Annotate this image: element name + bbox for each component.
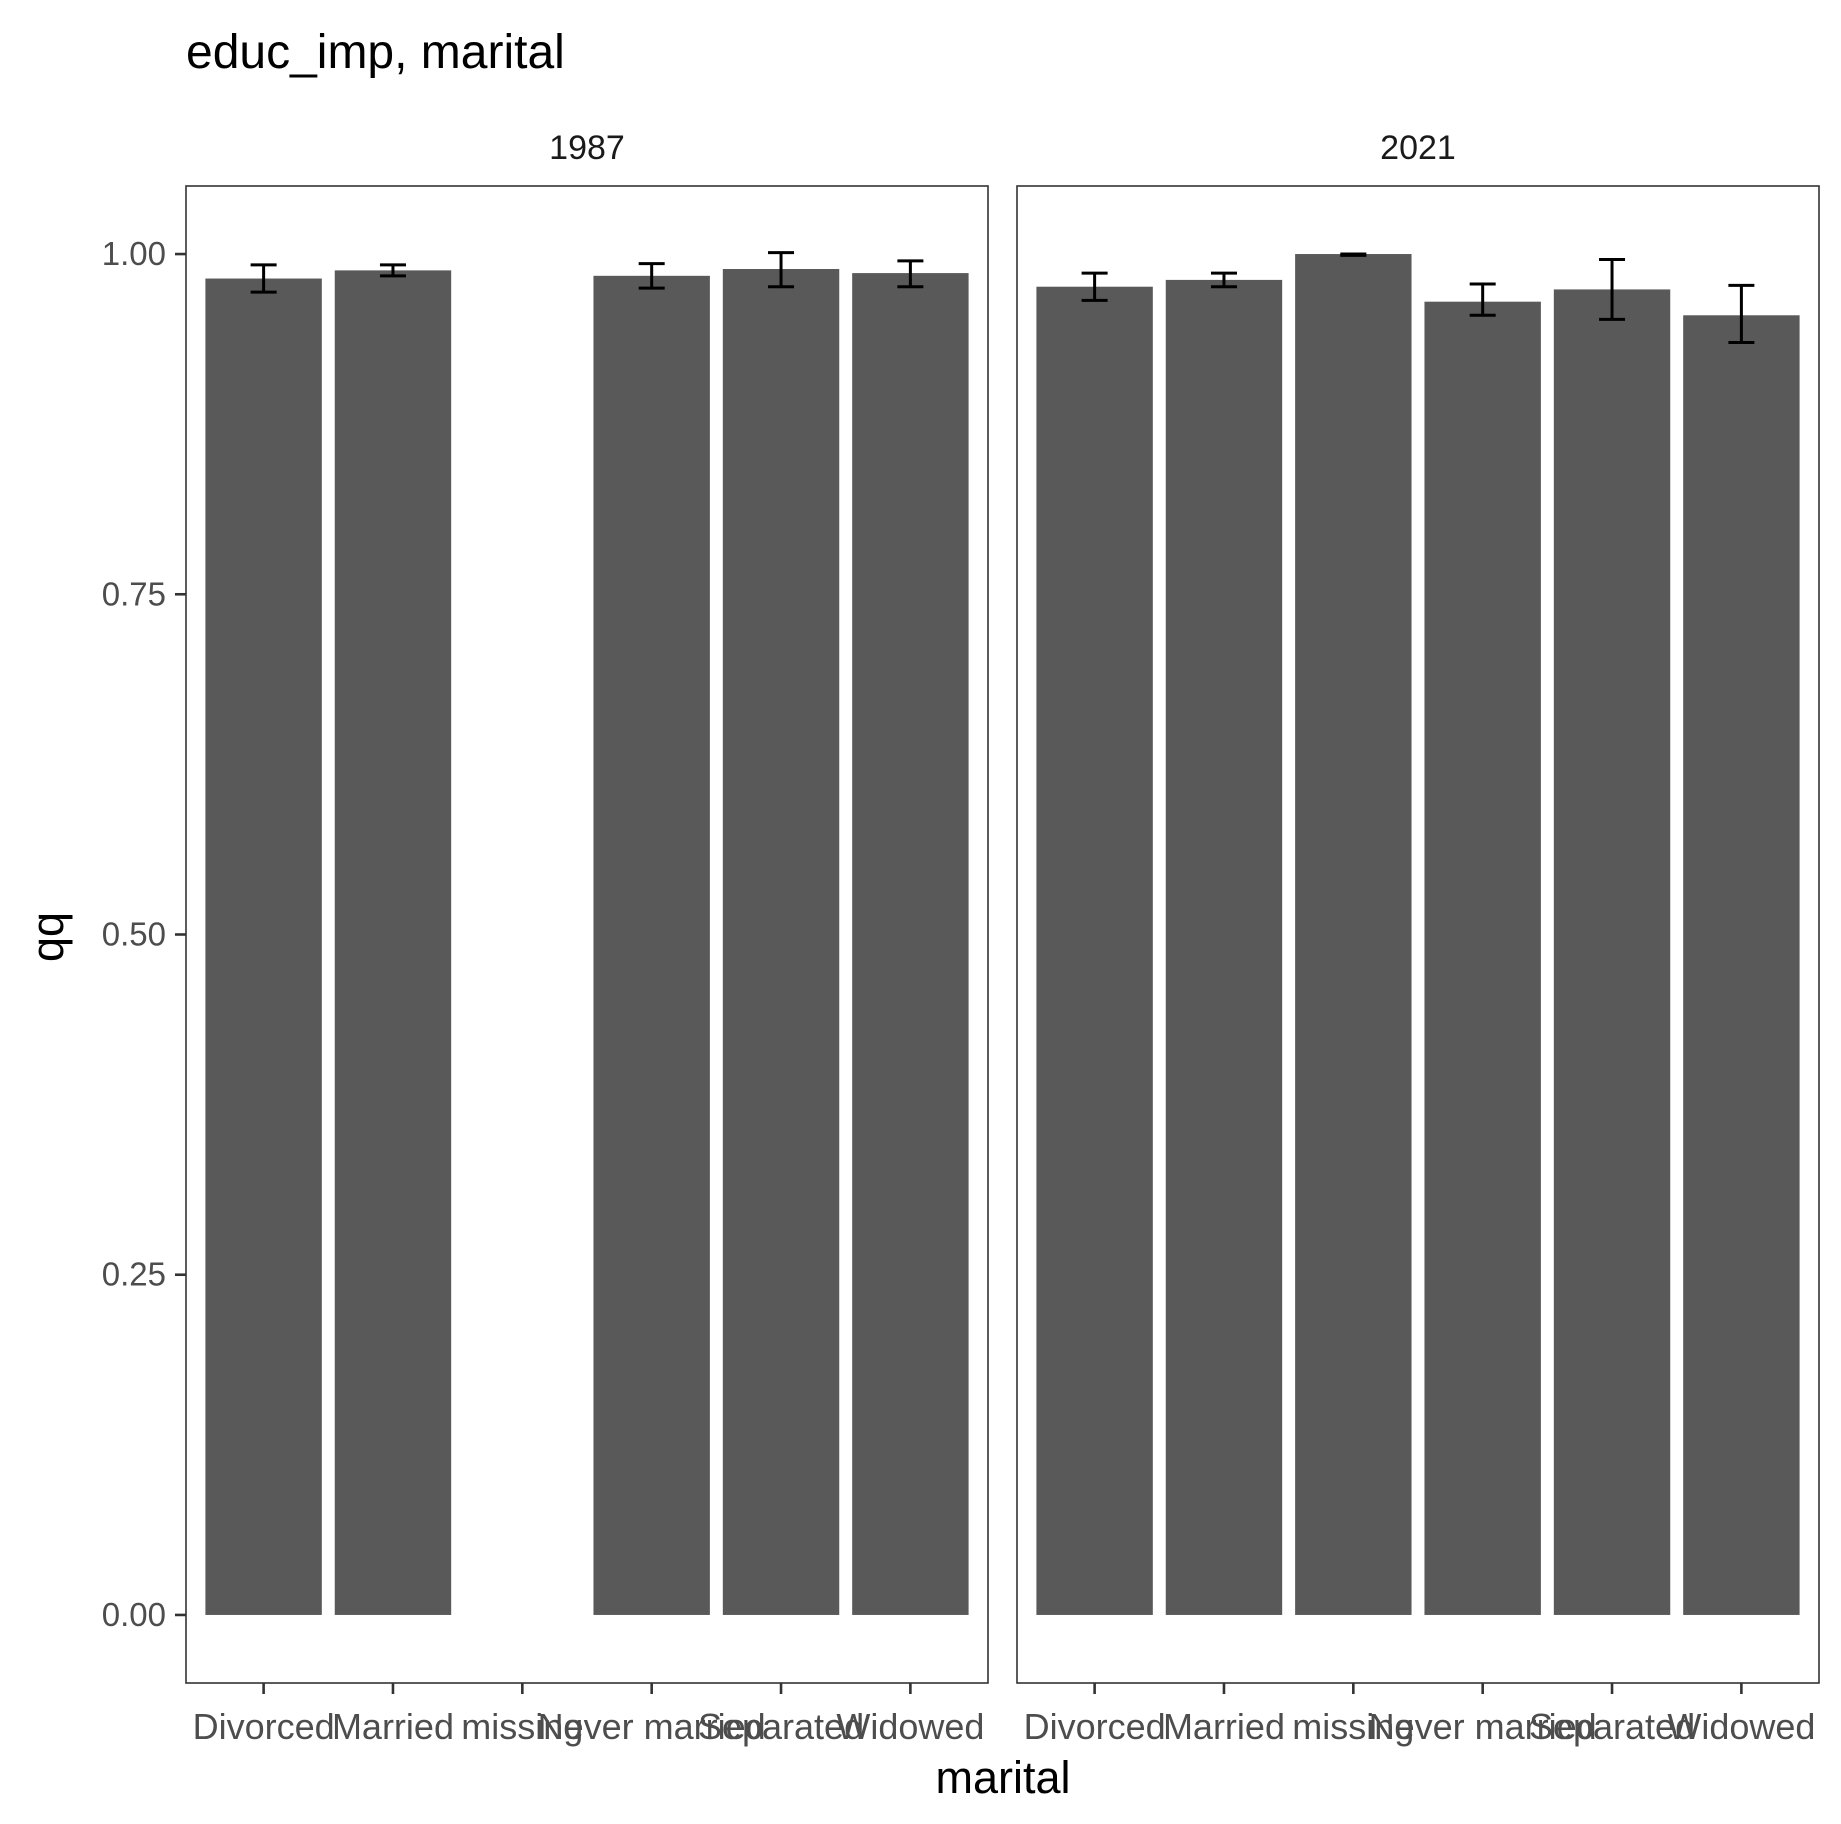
error-bar <box>379 263 406 278</box>
bar <box>1683 315 1800 1615</box>
bar <box>1165 279 1283 1615</box>
facet-strip-label: 2021 <box>1380 129 1456 167</box>
y-axis-title: qq <box>22 912 73 962</box>
error-bar <box>638 262 665 290</box>
x-tick-label: Widowed <box>1667 1706 1815 1747</box>
x-tick-label: Divorced <box>1024 1706 1166 1747</box>
x-tick-label: Separated <box>1529 1706 1695 1747</box>
bar <box>1036 286 1153 1615</box>
facet-strip-label: 1987 <box>549 129 625 167</box>
bar <box>593 275 710 1615</box>
error-bar <box>1469 282 1496 317</box>
x-tick-label: missing <box>1292 1706 1414 1747</box>
bar <box>852 273 969 1615</box>
error-bar <box>1081 271 1108 302</box>
x-tick-label: Married <box>1163 1706 1285 1747</box>
y-tick-label: 0.50 <box>102 916 166 953</box>
bar <box>1553 289 1671 1615</box>
x-tick-label: Married <box>332 1706 454 1747</box>
y-tick-label: 0.25 <box>102 1256 166 1293</box>
error-bar <box>768 251 795 289</box>
y-axis: 0.00 0.25 0.50 0.75 1.00 <box>102 235 186 1633</box>
bar <box>334 270 452 1615</box>
error-bar <box>1599 257 1626 321</box>
y-tick-label: 0.00 <box>102 1596 166 1633</box>
bar <box>1424 301 1541 1615</box>
y-tick-label: 0.75 <box>102 575 166 612</box>
error-bar <box>250 263 277 294</box>
x-tick-label: Never married <box>1369 1706 1597 1747</box>
x-tick-label: Divorced <box>193 1706 335 1747</box>
bar <box>205 278 322 1615</box>
x-tick-label: Widowed <box>836 1706 984 1747</box>
error-bar <box>897 259 924 289</box>
error-bar <box>1340 252 1367 257</box>
bar <box>722 269 840 1615</box>
bar <box>1295 254 1412 1615</box>
x-tick-label: Never married <box>538 1706 766 1747</box>
error-bar <box>1210 271 1237 289</box>
chart-title: educ_imp, marital <box>186 26 565 79</box>
panel-border <box>185 185 989 1684</box>
y-tick-label: 1.00 <box>102 235 166 272</box>
x-axis-title: marital <box>935 1752 1070 1803</box>
x-tick-label: Separated <box>698 1706 864 1747</box>
panel-border <box>1016 185 1820 1684</box>
error-bar <box>1728 283 1755 345</box>
x-tick-label: missing <box>461 1706 583 1747</box>
